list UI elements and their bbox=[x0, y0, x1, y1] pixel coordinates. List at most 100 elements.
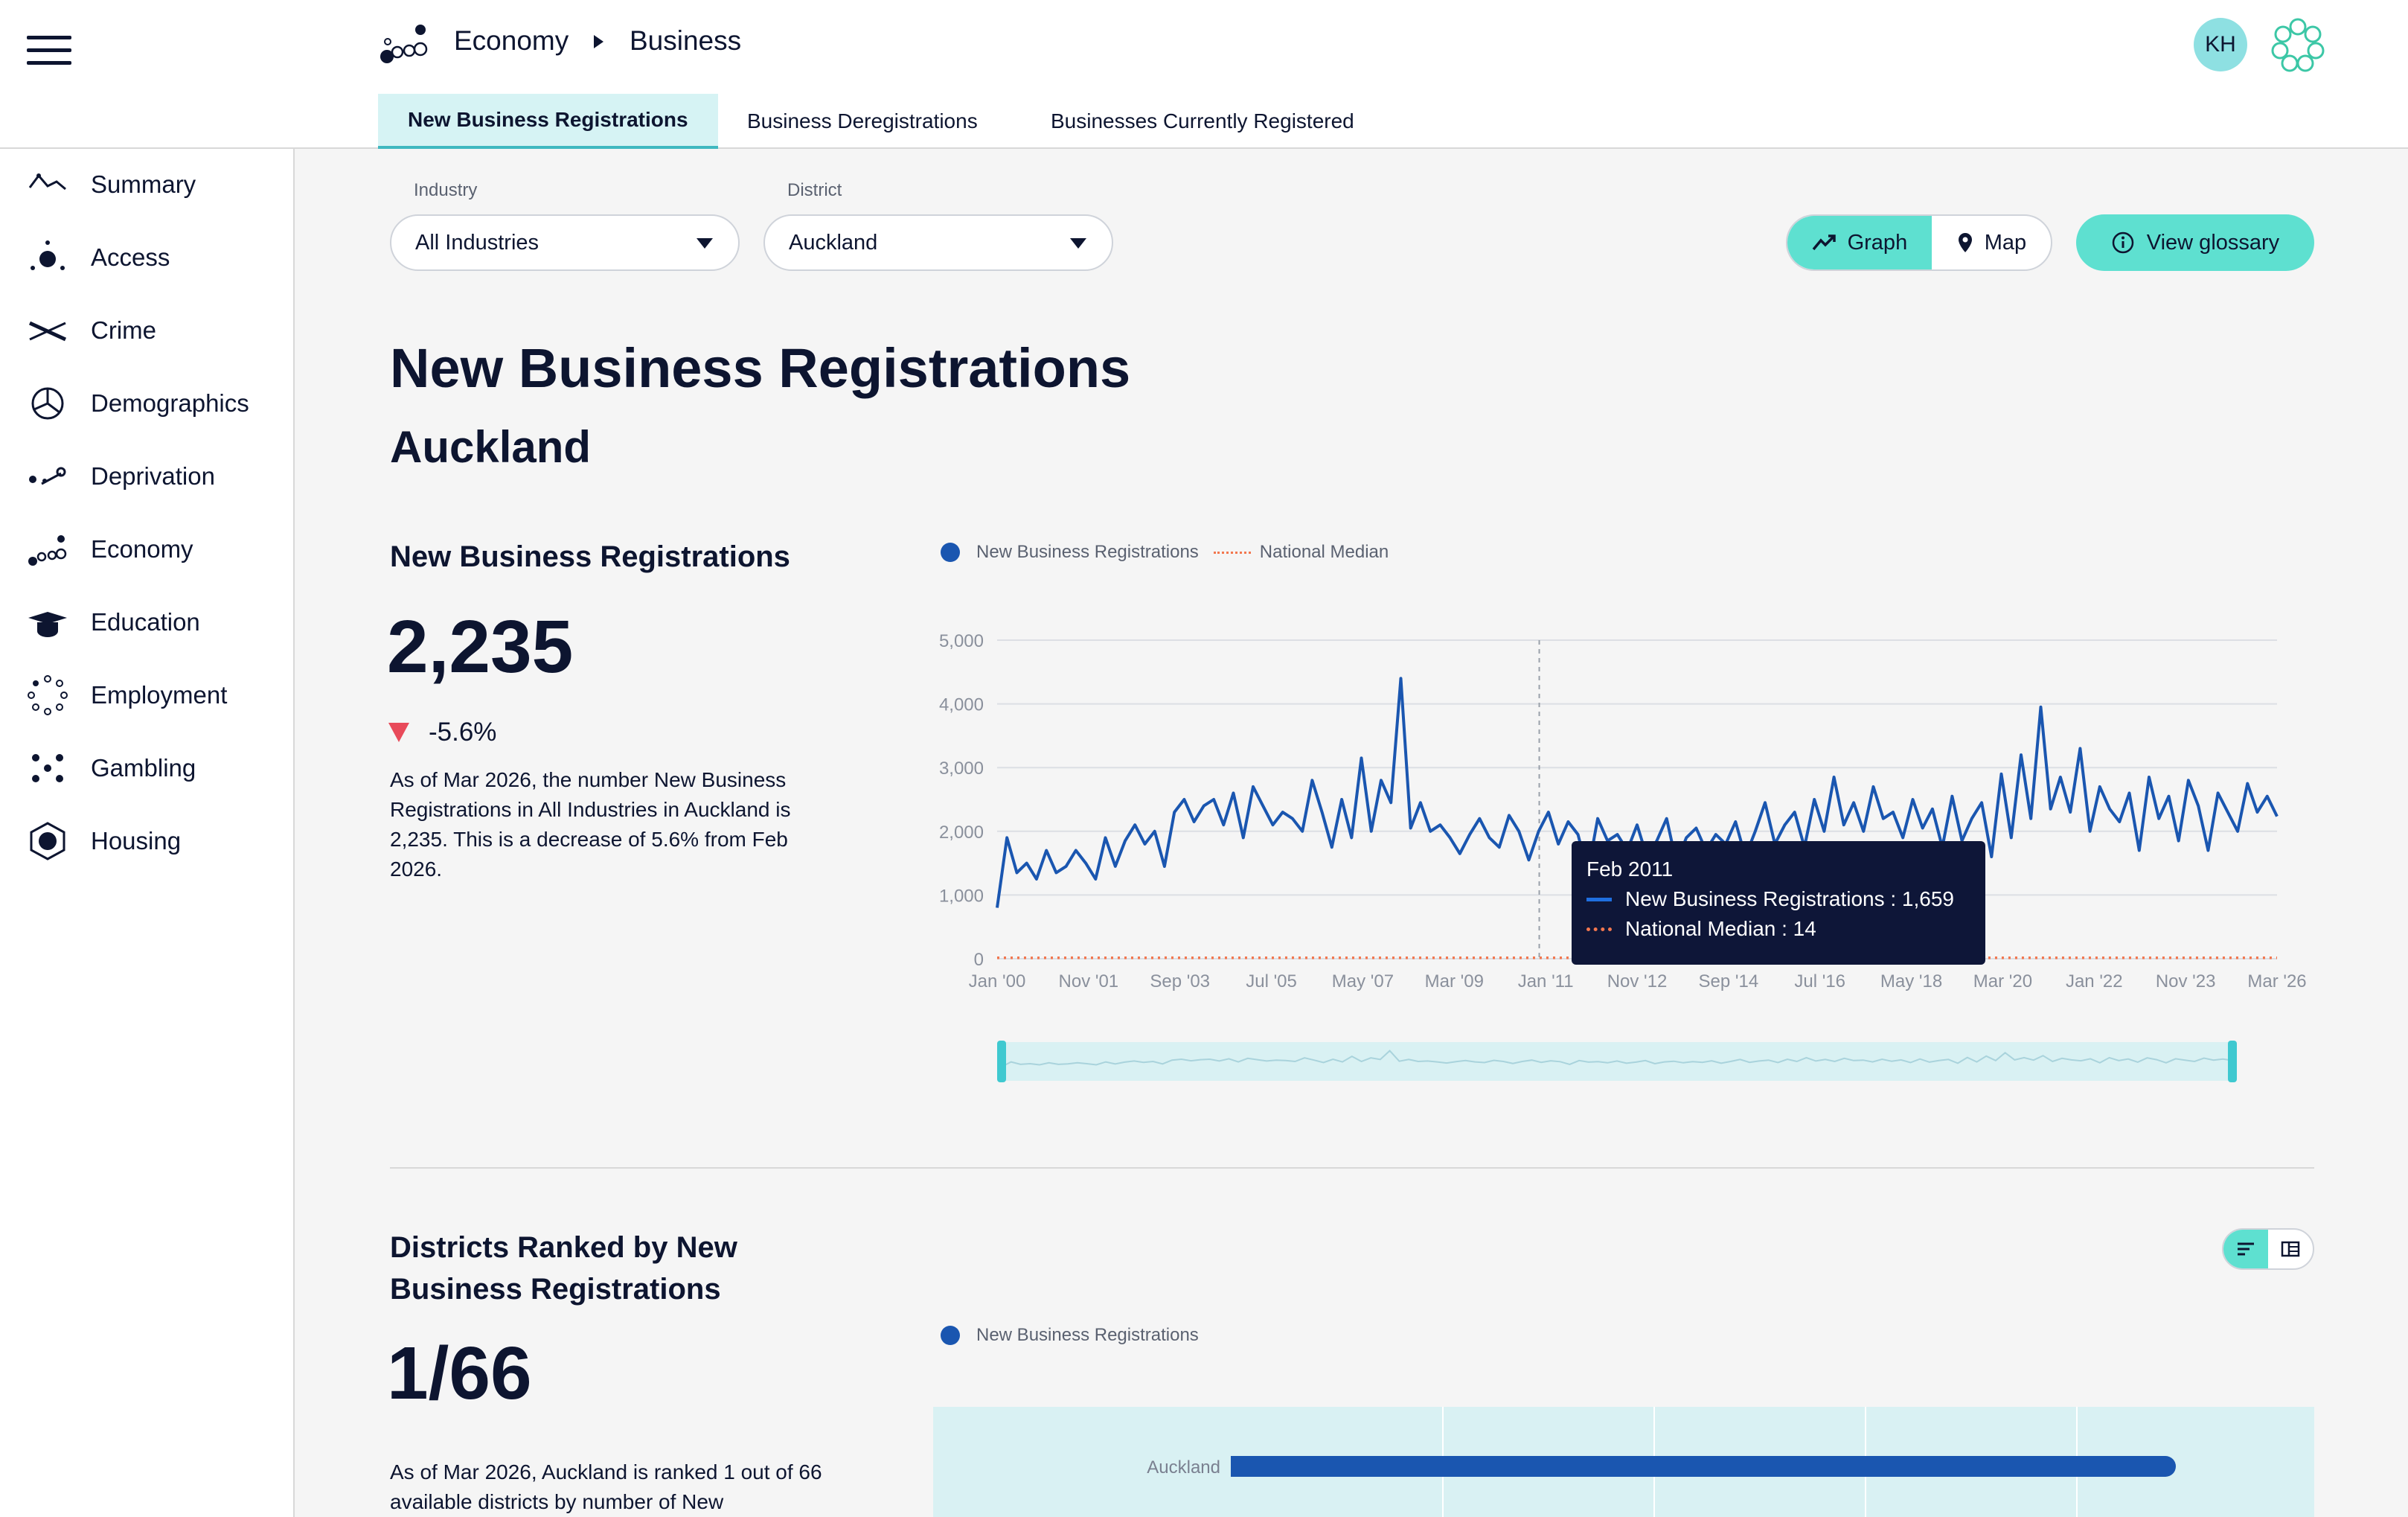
sidebar-item-label: Housing bbox=[91, 827, 182, 855]
ranking-legend-swatch bbox=[941, 1326, 960, 1345]
organisation-logo-icon[interactable] bbox=[2270, 16, 2326, 73]
bar-view-button[interactable] bbox=[2223, 1230, 2268, 1268]
demographics-icon bbox=[31, 387, 64, 420]
sidebar-item-education[interactable]: Education bbox=[27, 600, 280, 645]
range-slider-preview bbox=[1001, 1050, 2233, 1068]
sidebar-item-summary[interactable]: Summary bbox=[27, 162, 280, 207]
x-tick-label: Jan '22 bbox=[2066, 971, 2123, 991]
page-title: New Business Registrations bbox=[390, 337, 1131, 399]
breadcrumb-separator-icon bbox=[594, 35, 603, 48]
x-tick-label: Mar '09 bbox=[1425, 971, 1484, 991]
decrease-arrow-icon bbox=[388, 723, 409, 742]
x-tick-label: May '18 bbox=[1880, 971, 1942, 991]
section-divider bbox=[390, 1167, 2314, 1169]
chart-tooltip: Feb 2011 New Business Registrations : 1,… bbox=[1572, 841, 1985, 965]
map-button[interactable]: Map bbox=[1932, 216, 2051, 269]
sidebar-item-label: Economy bbox=[91, 535, 193, 563]
sidebar-item-housing[interactable]: Housing bbox=[27, 819, 280, 863]
x-tick-label: Jul '16 bbox=[1794, 971, 1845, 991]
view-glossary-button[interactable]: View glossary bbox=[2076, 214, 2314, 271]
page-subtitle: Auckland bbox=[390, 422, 592, 472]
graph-button[interactable]: Graph bbox=[1787, 216, 1932, 269]
tooltip-series-swatch bbox=[1586, 897, 1612, 901]
access-icon bbox=[31, 240, 65, 270]
graph-map-toggle: Graph Map bbox=[1786, 214, 2052, 271]
sidebar-item-crime[interactable]: Crime bbox=[27, 308, 280, 353]
sidebar-item-access[interactable]: Access bbox=[27, 235, 280, 280]
tooltip-median-value: National Median : 14 bbox=[1625, 917, 1816, 940]
sidebar: Summary Access Crime Demographics Depriv… bbox=[0, 149, 295, 1517]
y-tick-label: 5,000 bbox=[939, 631, 984, 651]
summary-description: As of Mar 2026, the number New Business … bbox=[390, 768, 791, 881]
ranking-bar-auckland[interactable] bbox=[1231, 1456, 2176, 1477]
sidebar-item-gambling[interactable]: Gambling bbox=[27, 746, 280, 791]
summary-icon bbox=[28, 173, 66, 191]
y-tick-label: 1,000 bbox=[939, 886, 984, 906]
tooltip-date: Feb 2011 bbox=[1586, 857, 1674, 881]
user-avatar[interactable]: KH bbox=[2194, 18, 2247, 71]
x-tick-label: Sep '14 bbox=[1699, 971, 1759, 991]
legend-swatch-median bbox=[1213, 551, 1251, 554]
line-chart-icon bbox=[1812, 234, 1836, 251]
ranking-description: As of Mar 2026, Auckland is ranked 1 out… bbox=[390, 1460, 822, 1513]
sidebar-item-label: Crime bbox=[91, 316, 156, 344]
economy-icon bbox=[380, 25, 428, 63]
sidebar-item-label: Employment bbox=[91, 681, 228, 709]
sidebar-item-label: Access bbox=[91, 243, 170, 271]
x-tick-label: Mar '20 bbox=[1973, 971, 2032, 991]
ranking-bar-label: Auckland bbox=[1147, 1457, 1220, 1478]
sidebar-item-label: Gambling bbox=[91, 754, 196, 782]
district-filter-label: District bbox=[787, 180, 842, 200]
legend-label-series: New Business Registrations bbox=[976, 542, 1199, 562]
sidebar-item-deprivation[interactable]: Deprivation bbox=[27, 454, 280, 499]
table-view-button[interactable] bbox=[2268, 1230, 2313, 1268]
legend-label-median: National Median bbox=[1259, 542, 1389, 562]
industry-select[interactable]: All Industries bbox=[390, 214, 740, 271]
district-select[interactable]: Auckland bbox=[763, 214, 1113, 271]
deprivation-icon bbox=[29, 467, 66, 485]
tab-businesses-currently-registered[interactable]: Businesses Currently Registered bbox=[1051, 109, 1354, 132]
info-icon bbox=[2112, 231, 2134, 254]
range-slider-right-handle bbox=[2228, 1041, 2237, 1082]
industry-filter-label: Industry bbox=[414, 180, 478, 200]
sidebar-item-demographics[interactable]: Demographics bbox=[27, 381, 280, 426]
x-tick-label: Nov '23 bbox=[2156, 971, 2216, 991]
economy-icon bbox=[28, 535, 67, 566]
tab-new-business-registrations[interactable]: New Business Registrations bbox=[378, 94, 718, 149]
sidebar-item-employment[interactable]: Employment bbox=[27, 673, 280, 718]
chevron-down-icon bbox=[1070, 238, 1086, 249]
tab-business-deregistrations[interactable]: Business Deregistrations bbox=[747, 109, 978, 132]
x-tick-label: Mar '26 bbox=[2247, 971, 2306, 991]
breadcrumb-economy[interactable]: Economy bbox=[454, 25, 569, 56]
education-icon bbox=[28, 612, 67, 637]
top-header: Economy Business KH New Business Registr… bbox=[0, 0, 2408, 149]
graph-button-label: Graph bbox=[1847, 230, 1908, 255]
sidebar-item-economy[interactable]: Economy bbox=[27, 527, 280, 572]
ranking-legend: New Business Registrations bbox=[941, 1325, 1199, 1346]
map-pin-icon bbox=[1958, 233, 1972, 252]
ranking-legend-label: New Business Registrations bbox=[976, 1325, 1199, 1345]
series-line-new-business-registrations bbox=[996, 677, 2279, 908]
chart-legend: New Business Registrations National Medi… bbox=[941, 542, 1389, 563]
summary-title: New Business Registrations bbox=[390, 540, 790, 573]
ranking-view-toggle bbox=[2222, 1228, 2314, 1270]
summary-change-value: -5.6% bbox=[429, 718, 497, 747]
x-tick-label: Nov '01 bbox=[1059, 971, 1119, 991]
x-tick-label: May '07 bbox=[1332, 971, 1394, 991]
sidebar-item-label: Deprivation bbox=[91, 462, 215, 490]
y-tick-label: 2,000 bbox=[939, 823, 984, 843]
y-tick-label: 4,000 bbox=[939, 695, 984, 715]
menu-icon[interactable] bbox=[27, 36, 71, 66]
bar-list-icon bbox=[2238, 1242, 2254, 1256]
y-tick-label: 0 bbox=[974, 950, 984, 970]
gambling-icon bbox=[32, 754, 63, 782]
housing-icon bbox=[30, 822, 65, 860]
x-tick-label: Jul '05 bbox=[1246, 971, 1297, 991]
ranking-value: 1/66 bbox=[387, 1332, 532, 1415]
sidebar-item-label: Demographics bbox=[91, 389, 249, 417]
sidebar-item-label: Summary bbox=[91, 170, 196, 198]
breadcrumb-business[interactable]: Business bbox=[630, 25, 742, 56]
district-select-value: Auckland bbox=[789, 230, 878, 255]
x-tick-label: Sep '03 bbox=[1150, 971, 1210, 991]
ranking-title: Districts Ranked by New Business Registr… bbox=[390, 1231, 737, 1306]
